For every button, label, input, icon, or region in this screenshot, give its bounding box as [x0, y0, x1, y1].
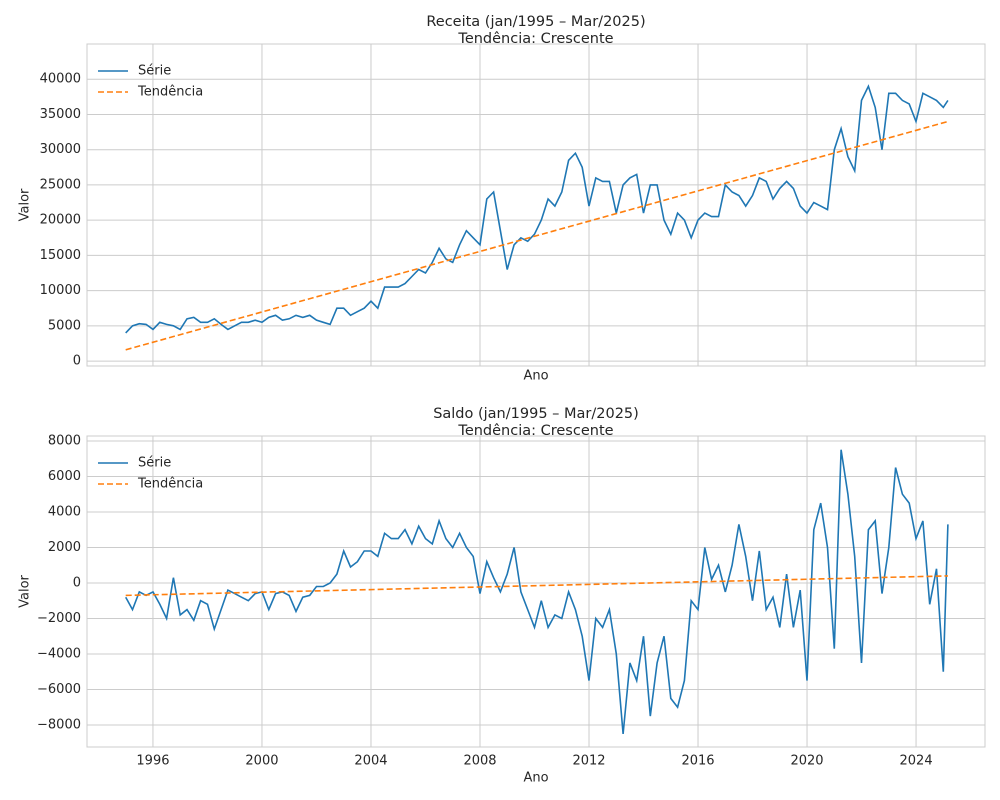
- legend-label: Tendência: [137, 477, 203, 492]
- x-tick-label: 2024: [900, 754, 933, 769]
- y-axis-label: Valor: [18, 574, 33, 607]
- y-tick-label: −2000: [37, 611, 81, 626]
- chart-title: Receita (jan/1995 – Mar/2025): [426, 14, 645, 30]
- y-tick-label: 2000: [48, 540, 81, 555]
- x-tick-label: 2008: [463, 754, 496, 769]
- y-tick-label: −6000: [37, 682, 81, 697]
- plot-frame: [86, 435, 986, 748]
- chart-subtitle: Tendência: Crescente: [457, 423, 613, 439]
- y-tick-label: 35000: [40, 107, 81, 122]
- y-tick-label: 4000: [48, 504, 81, 519]
- x-tick-label: 1996: [136, 754, 169, 769]
- y-tick-label: 40000: [40, 72, 81, 87]
- y-tick-label: 8000: [48, 433, 81, 448]
- y-tick-label: 0: [73, 575, 81, 590]
- y-tick-label: 20000: [40, 213, 81, 228]
- y-tick-label: −8000: [37, 717, 81, 732]
- legend-label: Série: [138, 64, 171, 79]
- legend-label: Tendência: [137, 85, 203, 100]
- y-tick-label: 0: [73, 354, 81, 369]
- y-axis-label: Valor: [18, 188, 33, 221]
- legend-label: Série: [138, 456, 171, 471]
- series-line: [125, 120, 949, 351]
- chart-title: Saldo (jan/1995 – Mar/2025): [433, 406, 639, 422]
- plot-frame: [86, 43, 986, 367]
- x-tick-label: 2004: [354, 754, 387, 769]
- y-tick-label: 15000: [40, 248, 81, 263]
- x-tick-label: 2012: [572, 754, 605, 769]
- chart-subtitle: Tendência: Crescente: [457, 31, 613, 47]
- y-tick-label: 5000: [48, 318, 81, 333]
- y-tick-label: 6000: [48, 469, 81, 484]
- series-line: [124, 449, 949, 734]
- x-axis-label: Ano: [523, 369, 548, 384]
- y-tick-label: 10000: [40, 283, 81, 298]
- x-axis-label: Ano: [523, 771, 548, 786]
- x-tick-label: 2020: [790, 754, 823, 769]
- series-line: [125, 575, 948, 597]
- x-tick-label: 2016: [681, 754, 714, 769]
- x-tick-label: 2000: [245, 754, 278, 769]
- y-tick-label: 25000: [40, 177, 81, 192]
- series-line: [125, 84, 949, 334]
- y-tick-label: −4000: [37, 646, 81, 661]
- y-tick-label: 30000: [40, 142, 81, 157]
